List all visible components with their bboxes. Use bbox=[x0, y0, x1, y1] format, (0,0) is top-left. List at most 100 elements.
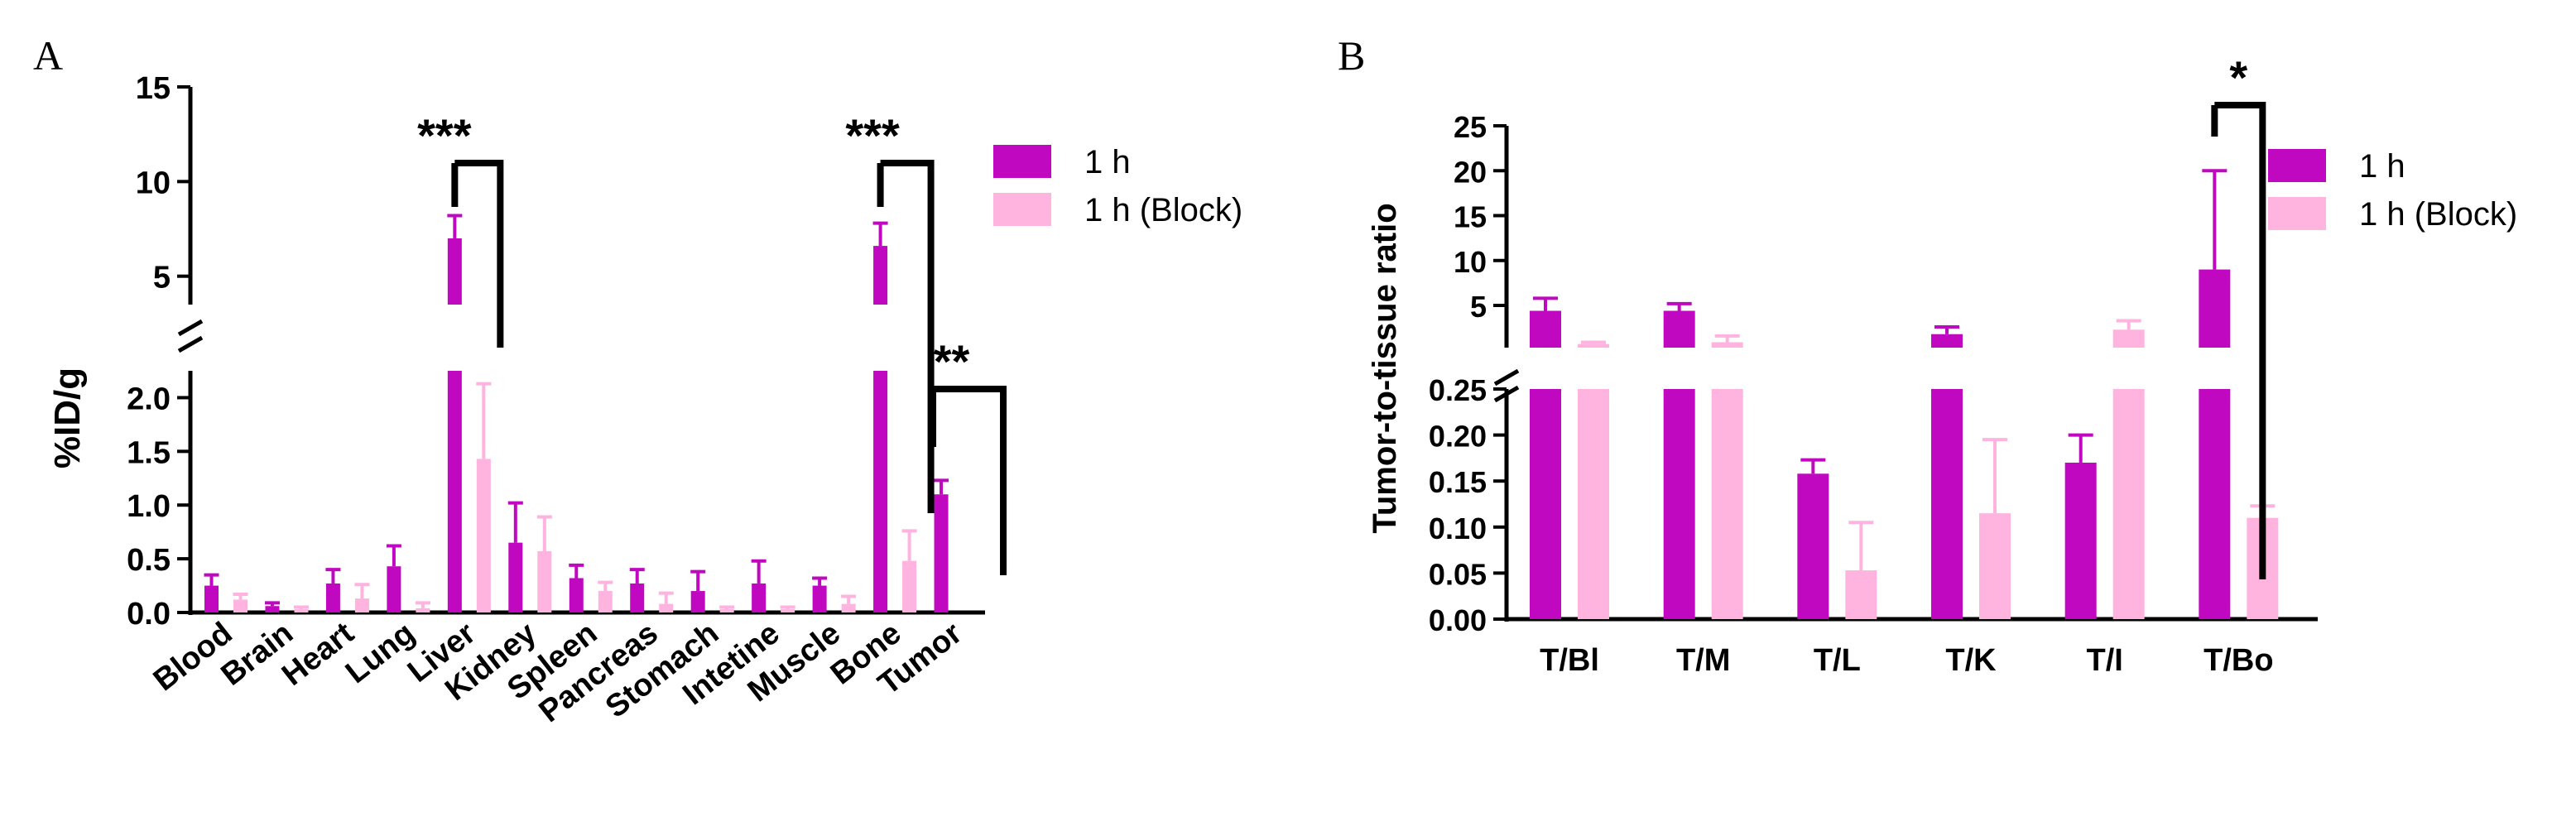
bar-series1 bbox=[325, 583, 340, 612]
x-tick-label: T/K bbox=[1945, 643, 1997, 678]
panel-b-axes: 0.00 0.05 0.10 0.15 0.20 0.25 5 10 15 20 25 T/Bl T/M… bbox=[1429, 110, 2318, 678]
panel-b-annotations: * bbox=[2211, 51, 2266, 579]
bar-series2 bbox=[2112, 389, 2145, 619]
bar-series1 bbox=[630, 583, 645, 612]
y-tick-label: 15 bbox=[1454, 200, 1487, 234]
bar-series1 bbox=[812, 585, 827, 612]
bar-series2 bbox=[659, 603, 674, 612]
axis-break-mark bbox=[177, 319, 204, 337]
bar-series2 bbox=[233, 599, 248, 612]
x-tick-label: Brain bbox=[215, 616, 300, 693]
y-tick-label: 0.20 bbox=[1429, 420, 1487, 454]
significance-bracket bbox=[930, 386, 1007, 575]
bar-series2 bbox=[1979, 513, 2011, 619]
panel-b-bars bbox=[1530, 169, 2279, 619]
significance-stars: * bbox=[2229, 51, 2247, 103]
bar-series2 bbox=[841, 603, 856, 612]
legend-swatch-series2 bbox=[993, 193, 1051, 226]
bar-series1 bbox=[387, 566, 401, 612]
legend-swatch-series1 bbox=[2268, 149, 2326, 182]
y-tick-label: 10 bbox=[1454, 245, 1487, 279]
panel-b-legend: 1 h 1 h (Block) bbox=[2268, 148, 2517, 233]
legend-label: 1 h (Block) bbox=[1084, 192, 1242, 228]
legend-swatch-series1 bbox=[993, 145, 1051, 178]
bar-series1 bbox=[265, 606, 280, 612]
bar-series2 bbox=[537, 551, 552, 612]
bar-series1 bbox=[2064, 462, 2097, 619]
y-tick-label: 10 bbox=[136, 166, 171, 200]
bar-series1 bbox=[873, 371, 888, 612]
bar-series1 bbox=[752, 583, 767, 612]
significance-bracket bbox=[877, 160, 935, 513]
panel-a-axes: 0.00.51.01.52.051015BloodBrainHeartLungL… bbox=[127, 71, 985, 729]
legend-label: 1 h bbox=[1084, 144, 1131, 180]
bar-series2 bbox=[781, 609, 795, 612]
x-tick-label: Lung bbox=[339, 616, 421, 690]
panel-a-legend: 1 h 1 h (Block) bbox=[993, 144, 1242, 228]
y-tick-label: 5 bbox=[1470, 290, 1487, 324]
panel-a: A %ID/g 0.00.51.01.52.051015BloodBrainHe… bbox=[33, 32, 1242, 729]
bar-series2 bbox=[476, 459, 491, 612]
bar-series1 bbox=[2199, 389, 2231, 619]
bar-series1 bbox=[1663, 389, 1695, 619]
bar-series2 bbox=[1578, 389, 1609, 619]
bar-series2 bbox=[1578, 343, 1609, 348]
bar-series1 bbox=[1931, 334, 1963, 348]
bar-series2 bbox=[719, 609, 734, 612]
y-tick-label: 2.0 bbox=[127, 382, 171, 416]
panel-a-y-axis-label: %ID/g bbox=[47, 367, 88, 468]
bar-series1 bbox=[1530, 310, 1561, 348]
significance-stars: *** bbox=[845, 109, 900, 161]
axis-break-mark bbox=[1493, 368, 1520, 387]
bar-series2 bbox=[354, 598, 369, 612]
x-tick-label: T/Bl bbox=[1540, 643, 1599, 678]
bar-series1 bbox=[1797, 473, 1829, 619]
legend-label: 1 h (Block) bbox=[2359, 196, 2517, 233]
y-tick-label: 25 bbox=[1454, 110, 1487, 144]
bar-series1 bbox=[1663, 310, 1695, 348]
y-tick-label: 0.5 bbox=[127, 543, 171, 578]
x-tick-label: T/I bbox=[2087, 643, 2123, 678]
significance-stars: *** bbox=[417, 109, 472, 161]
bar-series2 bbox=[598, 591, 613, 612]
legend-swatch-series2 bbox=[2268, 197, 2326, 230]
significance-bracket bbox=[2211, 102, 2266, 579]
y-tick-label: 0.15 bbox=[1429, 465, 1487, 499]
bar-series1 bbox=[873, 246, 888, 305]
bar-series2 bbox=[902, 560, 917, 612]
bar-series1 bbox=[690, 591, 705, 612]
bar-series2 bbox=[2112, 329, 2145, 348]
y-tick-label: 0.05 bbox=[1429, 557, 1487, 591]
bar-series1 bbox=[569, 578, 584, 612]
y-tick-label: 15 bbox=[136, 71, 171, 106]
bar-series1 bbox=[447, 238, 462, 305]
bar-series1 bbox=[447, 371, 462, 612]
legend-label: 1 h bbox=[2359, 148, 2405, 185]
bar-series2 bbox=[294, 609, 309, 612]
bar-series2 bbox=[1845, 570, 1877, 619]
bar-series1 bbox=[204, 585, 219, 612]
x-tick-label: T/L bbox=[1814, 643, 1861, 678]
y-tick-label: 0.10 bbox=[1429, 512, 1487, 545]
x-tick-label: T/M bbox=[1676, 643, 1730, 678]
axis-break-mark bbox=[177, 335, 204, 353]
bar-series2 bbox=[1711, 342, 1743, 348]
panel-b-y-axis-label: Tumor-to-tissue ratio bbox=[1367, 203, 1403, 533]
bar-series1 bbox=[2199, 269, 2231, 348]
panel-b-label: B bbox=[1338, 32, 1365, 79]
y-tick-label: 5 bbox=[153, 261, 171, 295]
panel-a-bars bbox=[204, 214, 949, 612]
bar-series1 bbox=[934, 494, 949, 612]
bar-series2 bbox=[1711, 389, 1743, 619]
panel-a-annotations: *** ***** bbox=[417, 109, 1007, 575]
panel-a-label: A bbox=[33, 32, 63, 79]
x-tick-label: Heart bbox=[276, 616, 361, 693]
y-tick-label: 1.0 bbox=[127, 489, 171, 524]
significance-stars: ** bbox=[934, 335, 970, 387]
y-tick-label: 1.5 bbox=[127, 435, 171, 470]
y-tick-label: 0.00 bbox=[1429, 603, 1487, 637]
x-tick-label: T/Bo bbox=[2204, 643, 2273, 678]
bar-series1 bbox=[1931, 389, 1963, 619]
y-tick-label: 0.25 bbox=[1429, 373, 1487, 407]
